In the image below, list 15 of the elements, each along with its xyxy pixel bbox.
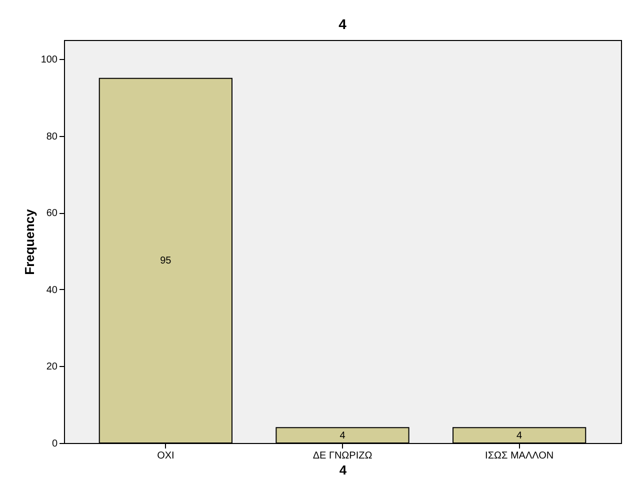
y-tick-label: 20 (46, 362, 58, 373)
y-tick-label: 100 (40, 54, 58, 66)
x-tick-label: ΟΧΙ (157, 450, 174, 462)
x-tick-label: ΔΕ ΓΝΩΡΙΖΩ (312, 450, 373, 462)
y-tick-label: 60 (46, 208, 58, 220)
y-tick-label: 0 (52, 438, 58, 450)
y-tick-label: 80 (46, 131, 58, 142)
x-tick-label: ΙΣΩΣ ΜΑΛΛΟΝ (485, 450, 554, 462)
y-axis-title: Frequency (22, 208, 37, 275)
chart-title: 4 (338, 16, 347, 32)
data-label: 4 (516, 430, 523, 442)
data-label: 4 (340, 430, 346, 442)
x-axis-title: 4 (339, 462, 348, 478)
y-tick-label: 40 (46, 284, 58, 296)
data-label: 95 (160, 256, 172, 267)
